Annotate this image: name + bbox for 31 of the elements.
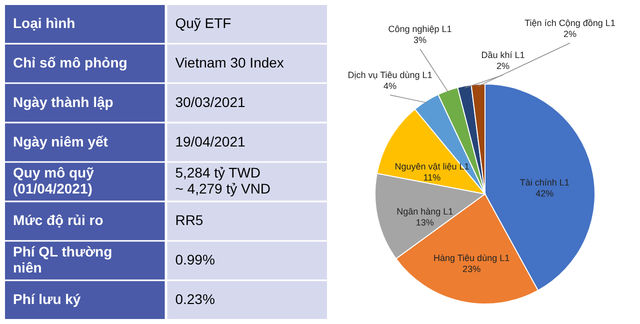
text: Ngày thành lập: [13, 94, 114, 110]
data-label: 3%: [413, 35, 427, 45]
text: 30/03/2021: [175, 94, 246, 110]
text: Phí lưu ký: [13, 291, 81, 308]
slice-label: Công nghiệp L1: [388, 24, 452, 34]
data-label: 2%: [563, 29, 577, 39]
text: 0.99%: [175, 252, 215, 268]
slice-label: Dầu khí L1: [481, 50, 525, 60]
text: Phí QL thường niên: [13, 244, 112, 276]
data-label: 11%: [423, 172, 441, 183]
slice-label: Tiện ích Cộng đồng L1: [524, 18, 616, 28]
slice-label: Tài chính L1: [520, 178, 570, 188]
slice-label: Ngân hàng L1: [396, 206, 454, 216]
text: Ngày niêm yết: [13, 133, 108, 150]
data-label: 13%: [416, 217, 434, 228]
text: Vietnam 30 Index: [175, 54, 284, 70]
data-label: 4%: [383, 81, 397, 91]
data-label: 2%: [496, 61, 510, 71]
text: 0.23%: [175, 291, 215, 308]
text: Chỉ số mô phỏng: [13, 54, 128, 70]
slice-label: Dịch vụ Tiêu dùng L1: [348, 70, 432, 80]
data-label: 23%: [462, 264, 481, 274]
text: RR5: [175, 212, 204, 228]
text: 5,284 tỷ TWD ~ 4,279 tỷ VND: [175, 164, 271, 197]
text: Loại hình: [13, 14, 76, 31]
slice-label: Hàng Tiêu dùng L1: [434, 253, 510, 264]
text: Quy mô quỹ (01/04/2021): [13, 164, 94, 197]
text: Mức độ rủi ro: [13, 212, 104, 228]
data-label: 42%: [536, 188, 554, 199]
text: Quỹ ETF: [175, 14, 232, 31]
text: 19/04/2021: [175, 133, 246, 150]
